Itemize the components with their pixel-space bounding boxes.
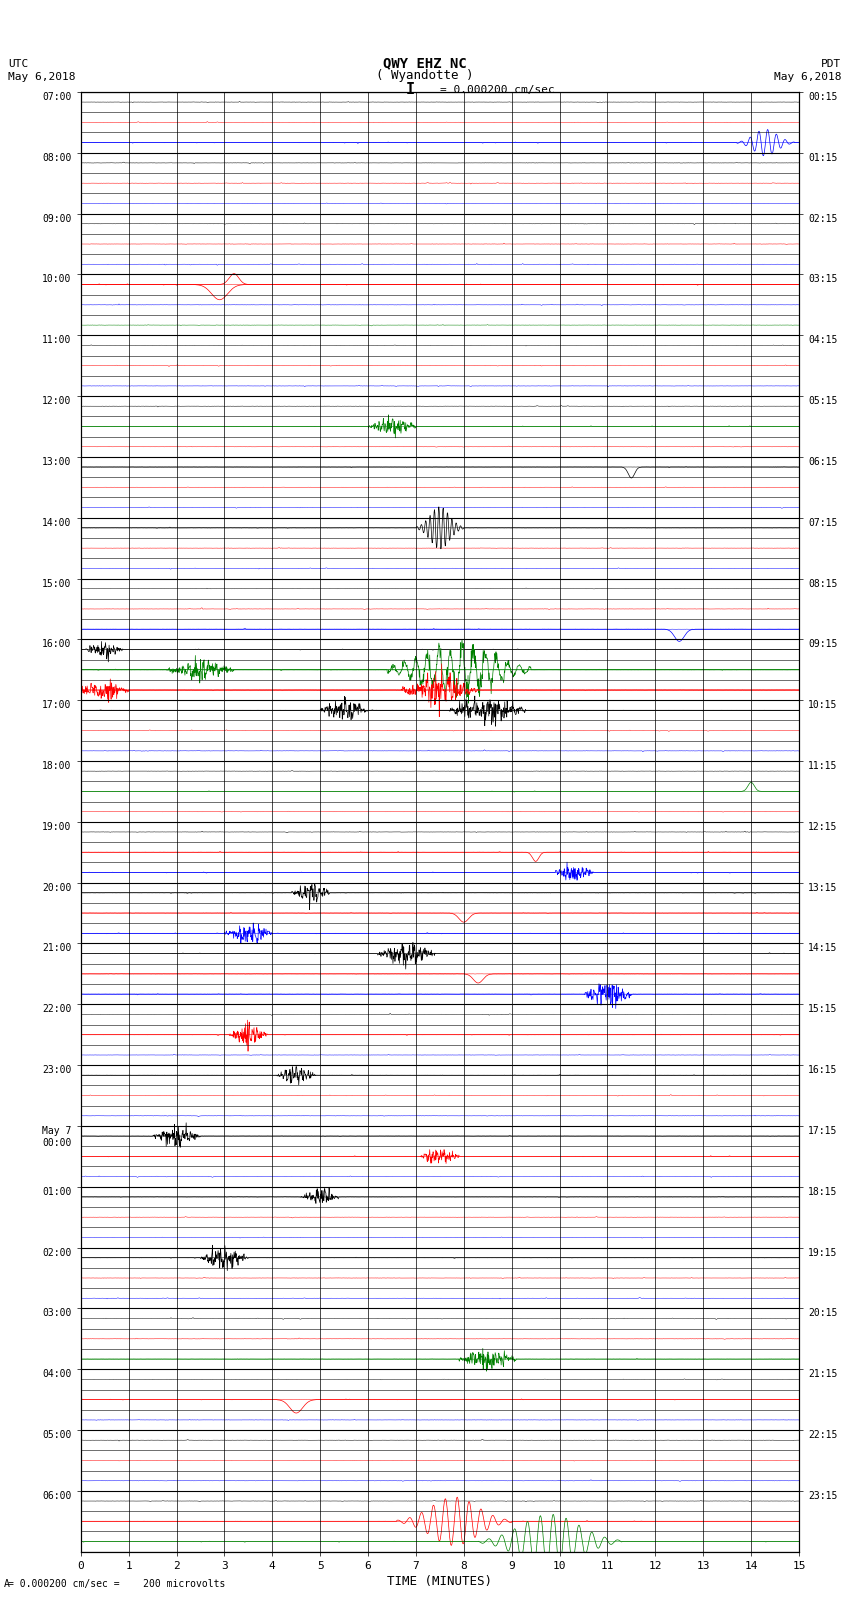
Text: QWY EHZ NC: QWY EHZ NC [383, 56, 467, 71]
Text: PDT: PDT [821, 60, 842, 69]
Text: ( Wyandotte ): ( Wyandotte ) [377, 69, 473, 82]
Text: May 6,2018: May 6,2018 [8, 73, 76, 82]
Text: May 6,2018: May 6,2018 [774, 73, 842, 82]
Text: = 0.000200 cm/sec: = 0.000200 cm/sec [440, 84, 555, 95]
Text: = 0.000200 cm/sec =    200 microvolts: = 0.000200 cm/sec = 200 microvolts [8, 1579, 226, 1589]
Text: UTC: UTC [8, 60, 29, 69]
X-axis label: TIME (MINUTES): TIME (MINUTES) [388, 1574, 492, 1587]
Text: A: A [4, 1579, 10, 1589]
Text: I: I [406, 82, 415, 97]
